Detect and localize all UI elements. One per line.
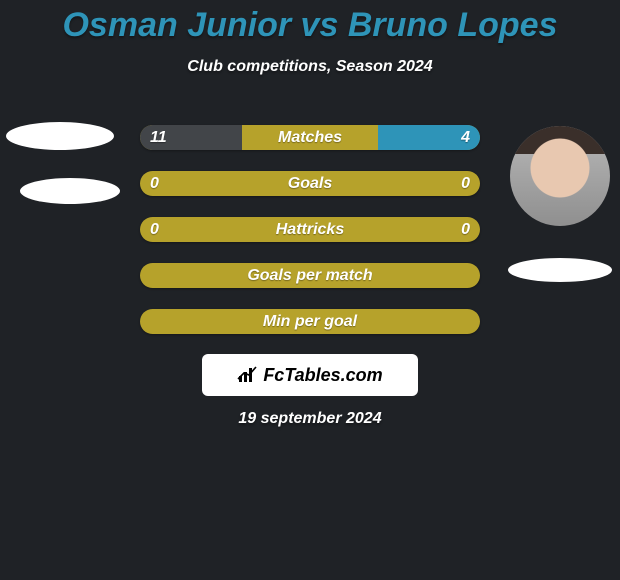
- stat-value-right: 4: [461, 125, 470, 150]
- date: 19 september 2024: [0, 410, 620, 428]
- stat-value-left: 0: [150, 171, 159, 196]
- ellipse: [6, 122, 114, 150]
- ellipse: [508, 258, 612, 282]
- title-player-right: Bruno Lopes: [348, 6, 558, 44]
- stat-value-left: 0: [150, 217, 159, 242]
- subtitle: Club competitions, Season 2024: [0, 58, 620, 76]
- branding: FcTables.com: [202, 354, 418, 396]
- branding-text: FcTables.com: [263, 365, 382, 386]
- avatar-right: [510, 126, 610, 226]
- ellipse: [20, 178, 120, 204]
- stat-value-right: 0: [461, 217, 470, 242]
- stat-row: Goals per match: [140, 263, 480, 288]
- bar-chart-icon: [237, 366, 259, 384]
- stat-label: Min per goal: [140, 309, 480, 334]
- stat-row: Hattricks0 0: [140, 217, 480, 242]
- stat-label: Goals per match: [140, 263, 480, 288]
- stat-value-right: 0: [461, 171, 470, 196]
- page-title: Osman Junior vs Bruno Lopes: [0, 8, 620, 44]
- stat-row: Goals0 0: [140, 171, 480, 196]
- title-vs: vs: [301, 6, 339, 44]
- stat-rows: Matches114Goals00Hattricks00Goals per ma…: [140, 125, 480, 355]
- stat-row: Min per goal: [140, 309, 480, 334]
- avatar-right-photo: [510, 126, 610, 226]
- comparison-card: Osman Junior vs Bruno Lopes Club competi…: [0, 0, 620, 580]
- title-player-left: Osman Junior: [62, 6, 291, 44]
- stat-label: Goals: [140, 171, 480, 196]
- stat-label: Matches: [140, 125, 480, 150]
- stat-row: Matches11 4: [140, 125, 480, 150]
- stat-value-left: 11: [150, 125, 167, 150]
- stat-label: Hattricks: [140, 217, 480, 242]
